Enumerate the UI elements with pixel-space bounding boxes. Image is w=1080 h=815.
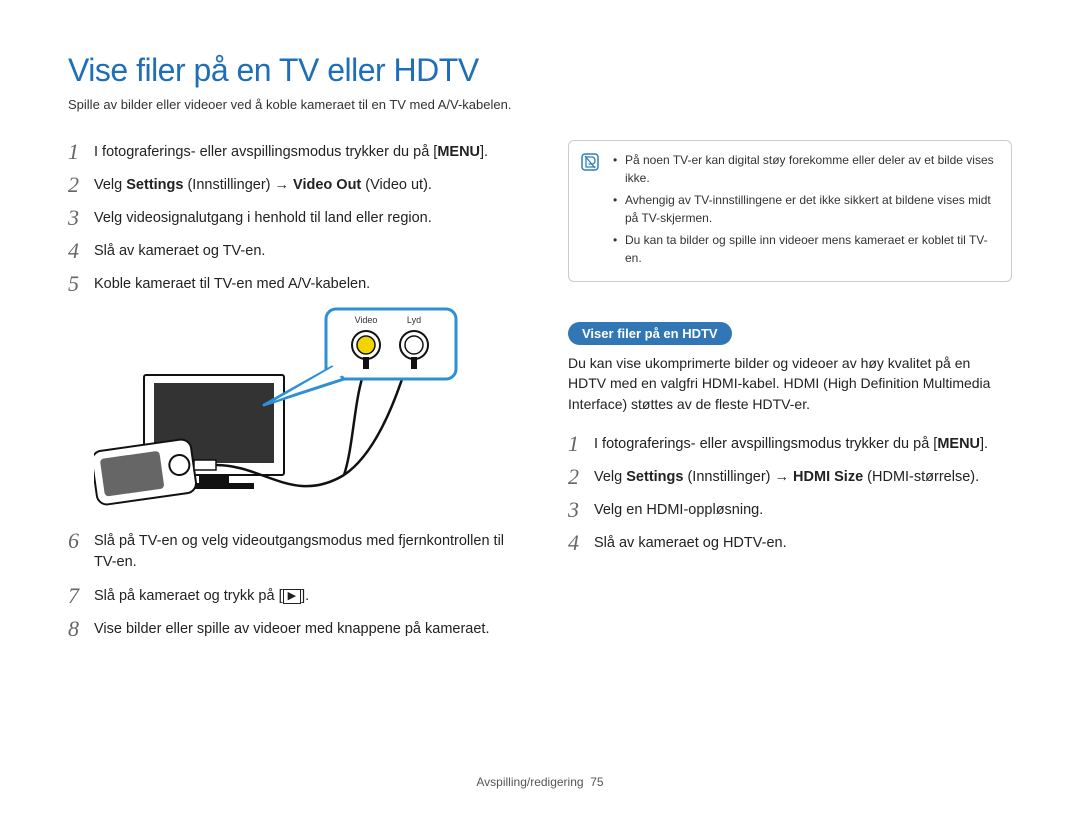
video-out-label: Video Out bbox=[293, 177, 361, 193]
page-subtitle: Spille av bilder eller videoer ved å kob… bbox=[68, 97, 1012, 112]
step-5: 5 Koble kameraet til TV-en med A/V-kabel… bbox=[68, 272, 512, 295]
step-text: Velg Settings (Innstillinger) → Video Ou… bbox=[94, 173, 512, 196]
step-number: 2 bbox=[68, 173, 94, 196]
text-fragment: ]. bbox=[301, 588, 309, 604]
text-fragment: Slå på kameraet og trykk på [ bbox=[94, 588, 283, 604]
step-text: Slå på TV-en og velg videoutgangsmodus m… bbox=[94, 529, 512, 573]
text-fragment: (HDMI-størrelse). bbox=[863, 469, 979, 485]
step-8: 8 Vise bilder eller spille av videoer me… bbox=[68, 617, 512, 640]
text-fragment: I fotograferings- eller avspillingsmodus… bbox=[94, 144, 437, 160]
content-columns: 1 I fotograferings- eller avspillingsmod… bbox=[68, 140, 1012, 650]
camera-icon bbox=[94, 439, 197, 506]
page-title: Vise filer på en TV eller HDTV bbox=[68, 52, 1012, 89]
note-list: På noen TV-er kan digital støy forekomme… bbox=[613, 151, 997, 267]
right-column: På noen TV-er kan digital støy forekomme… bbox=[568, 140, 1012, 650]
step-text: Velg videosignalutgang i henhold til lan… bbox=[94, 206, 512, 229]
hdtv-step-3: 3 Velg en HDMI-oppløsning. bbox=[568, 498, 1012, 521]
step-number: 4 bbox=[68, 239, 94, 262]
note-item: Du kan ta bilder og spille inn videoer m… bbox=[613, 231, 997, 267]
text-fragment: (Innstillinger) → bbox=[183, 177, 293, 193]
text-fragment: Velg bbox=[94, 177, 126, 193]
step-number: 3 bbox=[68, 206, 94, 229]
text-fragment: ]. bbox=[980, 436, 988, 452]
text-fragment: Velg bbox=[594, 469, 626, 485]
step-1: 1 I fotograferings- eller avspillingsmod… bbox=[68, 140, 512, 163]
footer-page-number: 75 bbox=[590, 775, 603, 789]
hdmi-size-label: HDMI Size bbox=[793, 469, 863, 485]
step-4: 4 Slå av kameraet og TV-en. bbox=[68, 239, 512, 262]
note-box: På noen TV-er kan digital støy forekomme… bbox=[568, 140, 1012, 282]
step-text: Vise bilder eller spille av videoer med … bbox=[94, 617, 512, 640]
step-number: 2 bbox=[568, 465, 594, 488]
step-number: 5 bbox=[68, 272, 94, 295]
play-icon: ▶ bbox=[283, 589, 301, 604]
step-3: 3 Velg videosignalutgang i henhold til l… bbox=[68, 206, 512, 229]
step-text: Velg en HDMI-oppløsning. bbox=[594, 498, 1012, 521]
av-cable-diagram: Video Lyd bbox=[94, 305, 512, 515]
step-number: 1 bbox=[68, 140, 94, 163]
text-fragment: (Innstillinger) → bbox=[683, 469, 793, 485]
page-footer: Avspilling/redigering 75 bbox=[0, 775, 1080, 789]
step-number: 1 bbox=[568, 432, 594, 455]
step-number: 6 bbox=[68, 529, 94, 552]
hdtv-step-2: 2 Velg Settings (Innstillinger) → HDMI S… bbox=[568, 465, 1012, 488]
step-text: I fotograferings- eller avspillingsmodus… bbox=[94, 140, 512, 163]
step-text: Slå av kameraet og TV-en. bbox=[94, 239, 512, 262]
step-number: 7 bbox=[68, 584, 94, 607]
text-fragment: (Video ut). bbox=[361, 177, 432, 193]
audio-label: Lyd bbox=[407, 315, 421, 325]
note-icon bbox=[581, 153, 599, 171]
step-number: 4 bbox=[568, 531, 594, 554]
av-plug-camera bbox=[194, 460, 216, 470]
footer-section: Avspilling/redigering bbox=[476, 775, 583, 789]
diagram-svg: Video Lyd bbox=[94, 305, 514, 515]
step-number: 8 bbox=[68, 617, 94, 640]
hdtv-intro: Du kan vise ukomprimerte bilder og video… bbox=[568, 353, 1012, 414]
tv-stand-neck bbox=[199, 475, 229, 483]
text-fragment: I fotograferings- eller avspillingsmodus… bbox=[594, 436, 937, 452]
step-text: Koble kameraet til TV-en med A/V-kabelen… bbox=[94, 272, 512, 295]
step-text: Slå av kameraet og HDTV-en. bbox=[594, 531, 1012, 554]
settings-label: Settings bbox=[126, 177, 183, 193]
menu-label: MENU bbox=[437, 144, 480, 160]
step-text: Velg Settings (Innstillinger) → HDMI Siz… bbox=[594, 465, 1012, 488]
step-text: Slå på kameraet og trykk på [▶]. bbox=[94, 584, 512, 607]
video-label: Video bbox=[355, 315, 378, 325]
note-item: På noen TV-er kan digital støy forekomme… bbox=[613, 151, 997, 187]
step-6: 6 Slå på TV-en og velg videoutgangsmodus… bbox=[68, 529, 512, 573]
step-text: I fotograferings- eller avspillingsmodus… bbox=[594, 432, 1012, 455]
hdtv-step-1: 1 I fotograferings- eller avspillingsmod… bbox=[568, 432, 1012, 455]
callout-box bbox=[326, 309, 456, 379]
menu-label: MENU bbox=[937, 436, 980, 452]
text-fragment: ]. bbox=[480, 144, 488, 160]
step-number: 3 bbox=[568, 498, 594, 521]
settings-label: Settings bbox=[626, 469, 683, 485]
hdtv-step-4: 4 Slå av kameraet og HDTV-en. bbox=[568, 531, 1012, 554]
note-item: Avhengig av TV-innstillingene er det ikk… bbox=[613, 191, 997, 227]
left-column: 1 I fotograferings- eller avspillingsmod… bbox=[68, 140, 512, 650]
hdtv-section-heading: Viser filer på en HDTV bbox=[568, 322, 732, 345]
step-2: 2 Velg Settings (Innstillinger) → Video … bbox=[68, 173, 512, 196]
step-7: 7 Slå på kameraet og trykk på [▶]. bbox=[68, 584, 512, 607]
